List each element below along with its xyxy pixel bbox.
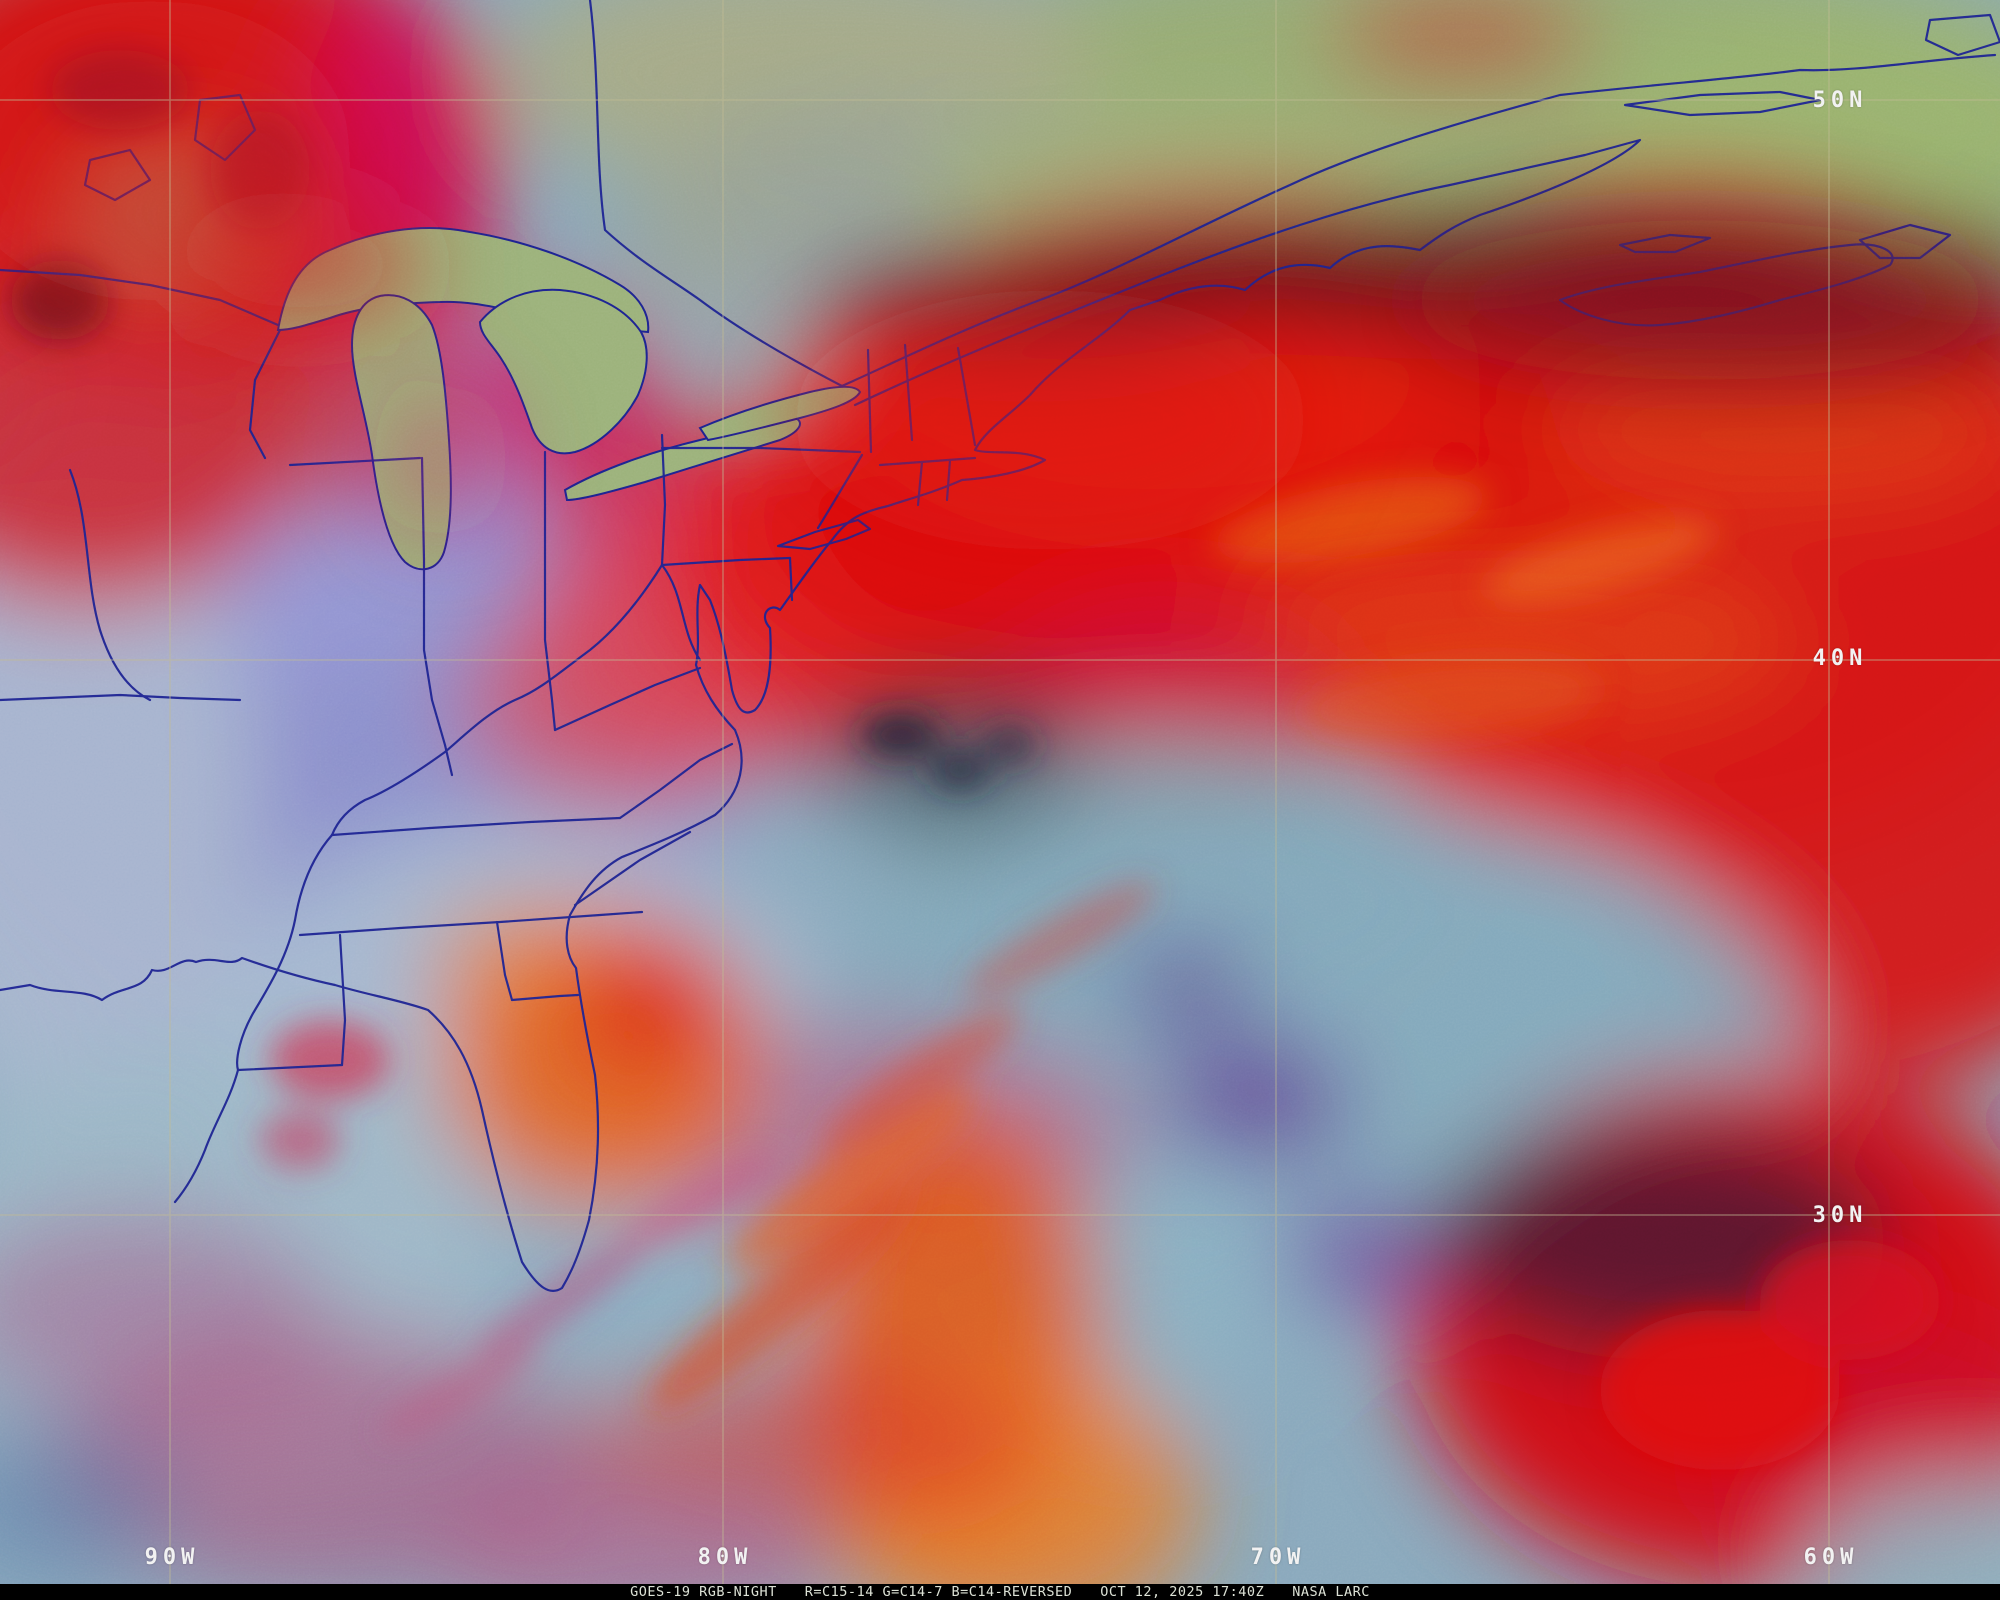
lat-label-40n: 40N [1812,646,1868,671]
lon-label-80w: 80W [697,1545,753,1570]
lat-label-50n: 50N [1812,88,1868,113]
caption-bar: GOES-19 RGB-NIGHT R=C15-14 G=C14-7 B=C14… [0,1584,2000,1600]
caption-credit: NASA LARC [1292,1584,1370,1600]
lon-label-90w: 90W [144,1545,200,1570]
caption-product-title: GOES-19 RGB-NIGHT [630,1584,777,1600]
caption-timestamp: OCT 12, 2025 17:40Z [1100,1584,1265,1600]
lon-label-70w: 70W [1250,1545,1306,1570]
lon-label-60w: 60W [1803,1545,1859,1570]
lat-label-30n: 30N [1812,1203,1868,1228]
caption-rgb-recipe: R=C15-14 G=C14-7 B=C14-REVERSED [804,1584,1073,1600]
